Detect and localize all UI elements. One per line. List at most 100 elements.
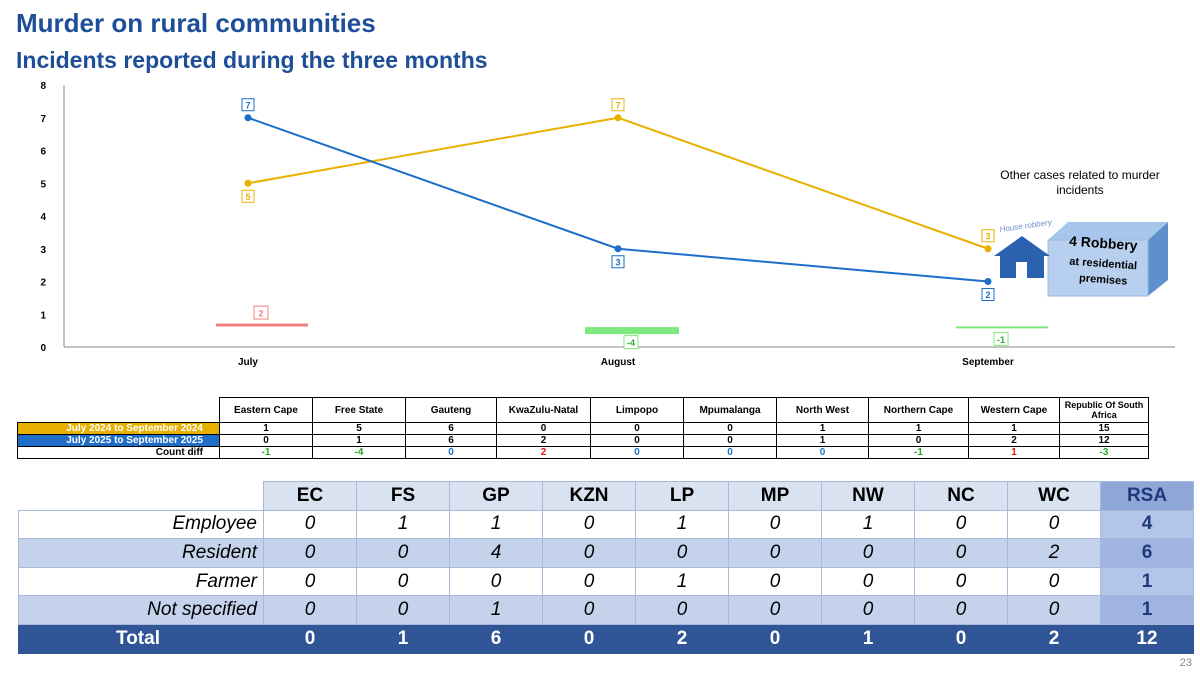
callout-box-front bbox=[1048, 240, 1148, 296]
y-tick-label: 2 bbox=[40, 278, 46, 289]
victim-cell: 2 bbox=[1007, 538, 1101, 568]
province-col-header: Western Cape bbox=[968, 397, 1060, 423]
victim-cell: 1 bbox=[821, 509, 915, 540]
line-chart: 0 1 2 3 4 5 6 7 8 July August September 2 -4 -1 5 7 3 7 3… bbox=[40, 81, 1175, 368]
data-label-box bbox=[241, 98, 255, 112]
total-cell: 0 bbox=[542, 623, 636, 654]
data-label-box bbox=[981, 288, 995, 301]
province-cell: 1 bbox=[868, 422, 969, 435]
total-cell: 0 bbox=[914, 623, 1008, 654]
victim-cell: 0 bbox=[635, 595, 729, 625]
victim-cell: 0 bbox=[728, 509, 822, 540]
victim-cell: 0 bbox=[1007, 509, 1101, 540]
victim-cell: 0 bbox=[263, 538, 357, 568]
callout-line2: at residential bbox=[1069, 256, 1138, 273]
victim-cell: 0 bbox=[542, 566, 636, 597]
victim-cell: 0 bbox=[263, 566, 357, 597]
province-cell: 12 bbox=[1059, 434, 1149, 447]
province-cell: 0 bbox=[496, 422, 591, 435]
victim-col-header: FS bbox=[356, 481, 450, 511]
difference-bar bbox=[216, 323, 308, 327]
victim-cell: 0 bbox=[356, 538, 450, 568]
victim-col-header: EC bbox=[263, 481, 357, 511]
province-col-header: Limpopo bbox=[590, 397, 684, 423]
total-cell: 0 bbox=[728, 623, 822, 654]
victim-col-header: KZN bbox=[542, 481, 636, 511]
province-cell: 0 bbox=[590, 422, 684, 435]
data-point bbox=[984, 278, 992, 285]
province-cell: 1 bbox=[219, 422, 313, 435]
victim-cell: 0 bbox=[635, 538, 729, 568]
victim-cell: 0 bbox=[449, 566, 543, 597]
province-col-header: North West bbox=[776, 397, 869, 423]
victim-cell: 4 bbox=[1100, 509, 1194, 540]
victim-cell: 1 bbox=[356, 509, 450, 540]
total-cell: 2 bbox=[1007, 623, 1101, 654]
page-title: Murder on rural communities bbox=[16, 8, 376, 38]
total-cell: 1 bbox=[821, 623, 915, 654]
difference-label-box bbox=[993, 331, 1009, 346]
victim-row-total: Total 0 1 6 0 2 0 1 0 2 12 bbox=[18, 623, 1194, 654]
victim-cell: 6 bbox=[1100, 538, 1194, 568]
data-label-box bbox=[241, 189, 255, 203]
province-cell: 15 bbox=[1059, 422, 1149, 435]
province-cell: -1 bbox=[219, 446, 313, 459]
x-tick-label: September bbox=[962, 357, 1014, 368]
difference-label: -1 bbox=[997, 335, 1005, 345]
page-number: 23 bbox=[1179, 657, 1192, 669]
province-cell: 0 bbox=[683, 446, 777, 459]
y-tick-label: 6 bbox=[40, 147, 46, 158]
data-point bbox=[244, 179, 252, 187]
province-cell: 1 bbox=[968, 446, 1060, 459]
province-cell: 1 bbox=[968, 422, 1060, 435]
data-point bbox=[614, 114, 622, 122]
victim-label: Farmer bbox=[18, 566, 264, 597]
province-cell: -1 bbox=[868, 446, 969, 459]
difference-label-box bbox=[623, 335, 639, 350]
victim-col-header: LP bbox=[635, 481, 729, 511]
province-col-header: Free State bbox=[312, 397, 406, 423]
y-tick-label: 8 bbox=[40, 81, 46, 92]
victim-cell: 0 bbox=[1007, 595, 1101, 625]
data-label: 5 bbox=[245, 192, 250, 202]
province-cell: 0 bbox=[776, 446, 869, 459]
victim-cell: 0 bbox=[728, 595, 822, 625]
total-cell: 0 bbox=[263, 623, 357, 654]
row-label-2025: July 2025 to September 2025 bbox=[17, 434, 220, 447]
victim-cell: 0 bbox=[542, 595, 636, 625]
province-col-header: Northern Cape bbox=[868, 397, 969, 423]
victim-cell: 0 bbox=[728, 566, 822, 597]
province-row-2024: July 2024 to September 2024 1 5 6 0 0 0 1 1 1 15 bbox=[17, 422, 1149, 435]
victim-cell: 1 bbox=[1100, 595, 1194, 625]
province-cell: 0 bbox=[590, 446, 684, 459]
province-col-header: Mpumalanga bbox=[683, 397, 777, 423]
victim-col-header: MP bbox=[728, 481, 822, 511]
data-label-box bbox=[611, 255, 625, 269]
victim-cell: 1 bbox=[449, 595, 543, 625]
data-point bbox=[244, 114, 252, 122]
data-label: 7 bbox=[245, 100, 250, 110]
victim-header-row: EC FS GP KZN LP MP NW NC WC RSA bbox=[18, 481, 1194, 511]
callout-box-side bbox=[1148, 222, 1168, 296]
province-col-header: Gauteng bbox=[405, 397, 497, 423]
province-col-header: Eastern Cape bbox=[219, 397, 313, 423]
province-cell: 5 bbox=[312, 422, 406, 435]
province-cell: -4 bbox=[312, 446, 406, 459]
callout-count: 4 Robbery bbox=[1069, 233, 1139, 254]
data-point bbox=[614, 245, 622, 253]
victim-col-header: NC bbox=[914, 481, 1008, 511]
total-cell: 2 bbox=[635, 623, 729, 654]
victim-cell: 0 bbox=[821, 595, 915, 625]
page-subtitle: Incidents reported during the three mont… bbox=[16, 47, 488, 73]
total-cell: 12 bbox=[1100, 623, 1194, 654]
difference-bar bbox=[956, 326, 1048, 329]
data-point bbox=[984, 245, 992, 253]
province-col-header: Republic Of South Africa bbox=[1059, 397, 1149, 423]
victim-label: Not specified bbox=[18, 595, 264, 625]
province-cell: 0 bbox=[590, 434, 684, 447]
province-row-diff: Count diff -1 -4 0 2 0 0 0 -1 1 -3 bbox=[17, 446, 1149, 459]
y-tick-label: 7 bbox=[40, 114, 46, 125]
victim-col-header: WC bbox=[1007, 481, 1101, 511]
victim-col-header: NW bbox=[821, 481, 915, 511]
